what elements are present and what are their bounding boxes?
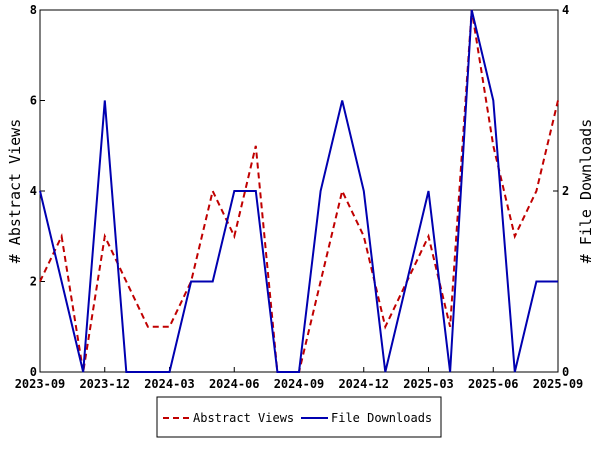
x-tick-label: 2024-12 <box>338 377 389 391</box>
x-tick-label: 2024-09 <box>274 377 325 391</box>
x-tick-label: 2024-03 <box>144 377 195 391</box>
y-tick-label: 2 <box>30 275 37 289</box>
y2-tick-label: 4 <box>562 3 569 17</box>
series-layer <box>39 9 559 373</box>
legend: Abstract Views File Downloads <box>156 396 442 438</box>
x-tick-label: 2023-09 <box>15 377 66 391</box>
x-tick-label: 2025-09 <box>533 377 584 391</box>
x-axis: 2023-09 2023-12 2024-03 2024-06 2024-09 2024-… <box>15 367 584 391</box>
y-tick-label: 6 <box>30 94 37 108</box>
series-line-file-downloads <box>39 9 558 373</box>
y2-tick-label: 0 <box>562 365 569 379</box>
legend-label-abstract-views: Abstract Views <box>193 411 294 425</box>
x-tick-label: 2024-06 <box>209 377 260 391</box>
plot-area <box>39 9 559 373</box>
y-tick-label: 8 <box>30 3 37 17</box>
x-tick-label: 2023-12 <box>79 377 130 391</box>
x-tick-label: 2025-03 <box>403 377 454 391</box>
left-axis: 0 2 4 6 8 <box>30 3 45 379</box>
y2-axis-title: # File Downloads <box>577 119 595 264</box>
legend-box <box>156 396 442 438</box>
x-tick-label: 2025-06 <box>468 377 519 391</box>
legend-label-file-downloads: File Downloads <box>331 411 432 425</box>
y2-tick-label: 2 <box>562 184 569 198</box>
y-axis-title: # Abstract Views <box>6 119 24 264</box>
right-axis: 0 2 4 <box>553 3 569 379</box>
y-tick-label: 0 <box>30 365 37 379</box>
y-tick-label: 4 <box>30 184 37 198</box>
